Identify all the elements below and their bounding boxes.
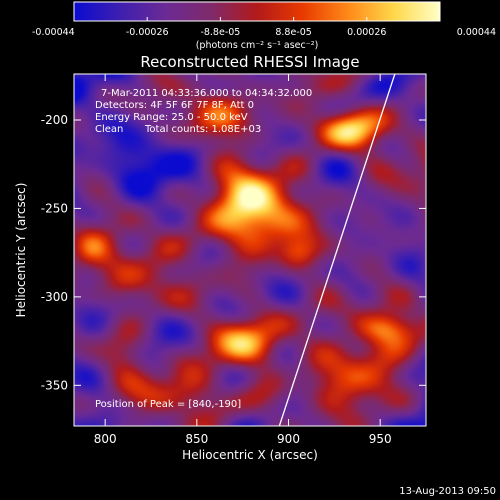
chart-title: Reconstructed RHESSI Image [140,53,359,71]
x-axis-label: Heliocentric X (arcsec) [182,448,318,462]
y-tick-label: -200 [41,113,68,127]
colorbar-tick-label: 8.8e-05 [275,27,311,38]
colorbar-tick-label: 0.00026 [347,27,386,38]
total-counts-text: Total counts: 1.08E+03 [144,124,261,135]
y-tick-label: -300 [41,290,68,304]
colorbar-ticks: -0.00044 -0.00026 -8.8e-05 8.8e-05 0.00026 0.… [32,17,496,38]
solar-limb-line [278,74,396,426]
x-tick-label: 850 [185,432,208,446]
peak-position-text: Position of Peak = [840,-190] [95,399,241,410]
colorbar: -0.00044 -0.00026 -8.8e-05 8.8e-05 0.00026 0.… [32,1,496,51]
colorbar-tick-label: -8.8e-05 [200,27,240,38]
plot-area: 800 850 900 950 -200 -250 -300 -350 [41,73,427,446]
heatmap-image [74,74,426,426]
colorbar-bar [73,1,441,22]
colorbar-tick-label: -0.00026 [126,27,169,38]
colorbar-tick-label: -0.00044 [32,27,75,38]
detectors-text: Detectors: 4F 5F 6F 7F 8F, Att 0 [95,100,254,111]
observation-info: 7-Mar-2011 04:33:36.000 to 04:34:32.000 … [95,88,312,410]
method-text: Clean [95,124,123,135]
x-axis-ticks: 800 850 900 950 [94,74,392,446]
x-tick-label: 800 [94,432,117,446]
x-tick-label: 950 [369,432,392,446]
colorbar-unit-label: (photons cm⁻² s⁻¹ asec⁻²) [196,40,319,51]
energy-range-text: Energy Range: 25.0 - 50.0 keV [95,112,248,123]
x-tick-label: 900 [277,432,300,446]
y-tick-label: -250 [41,201,68,215]
y-axis-ticks: -200 -250 -300 -350 [41,113,426,392]
generation-timestamp: 13-Aug-2013 09:50 [399,486,496,497]
time-range-text: 7-Mar-2011 04:33:36.000 to 04:34:32.000 [101,88,312,99]
y-axis-label: Heliocentric Y (arcsec) [14,183,28,318]
plot-frame [73,73,427,427]
y-tick-label: -350 [41,378,68,392]
colorbar-tick-label: 0.00044 [457,27,496,38]
